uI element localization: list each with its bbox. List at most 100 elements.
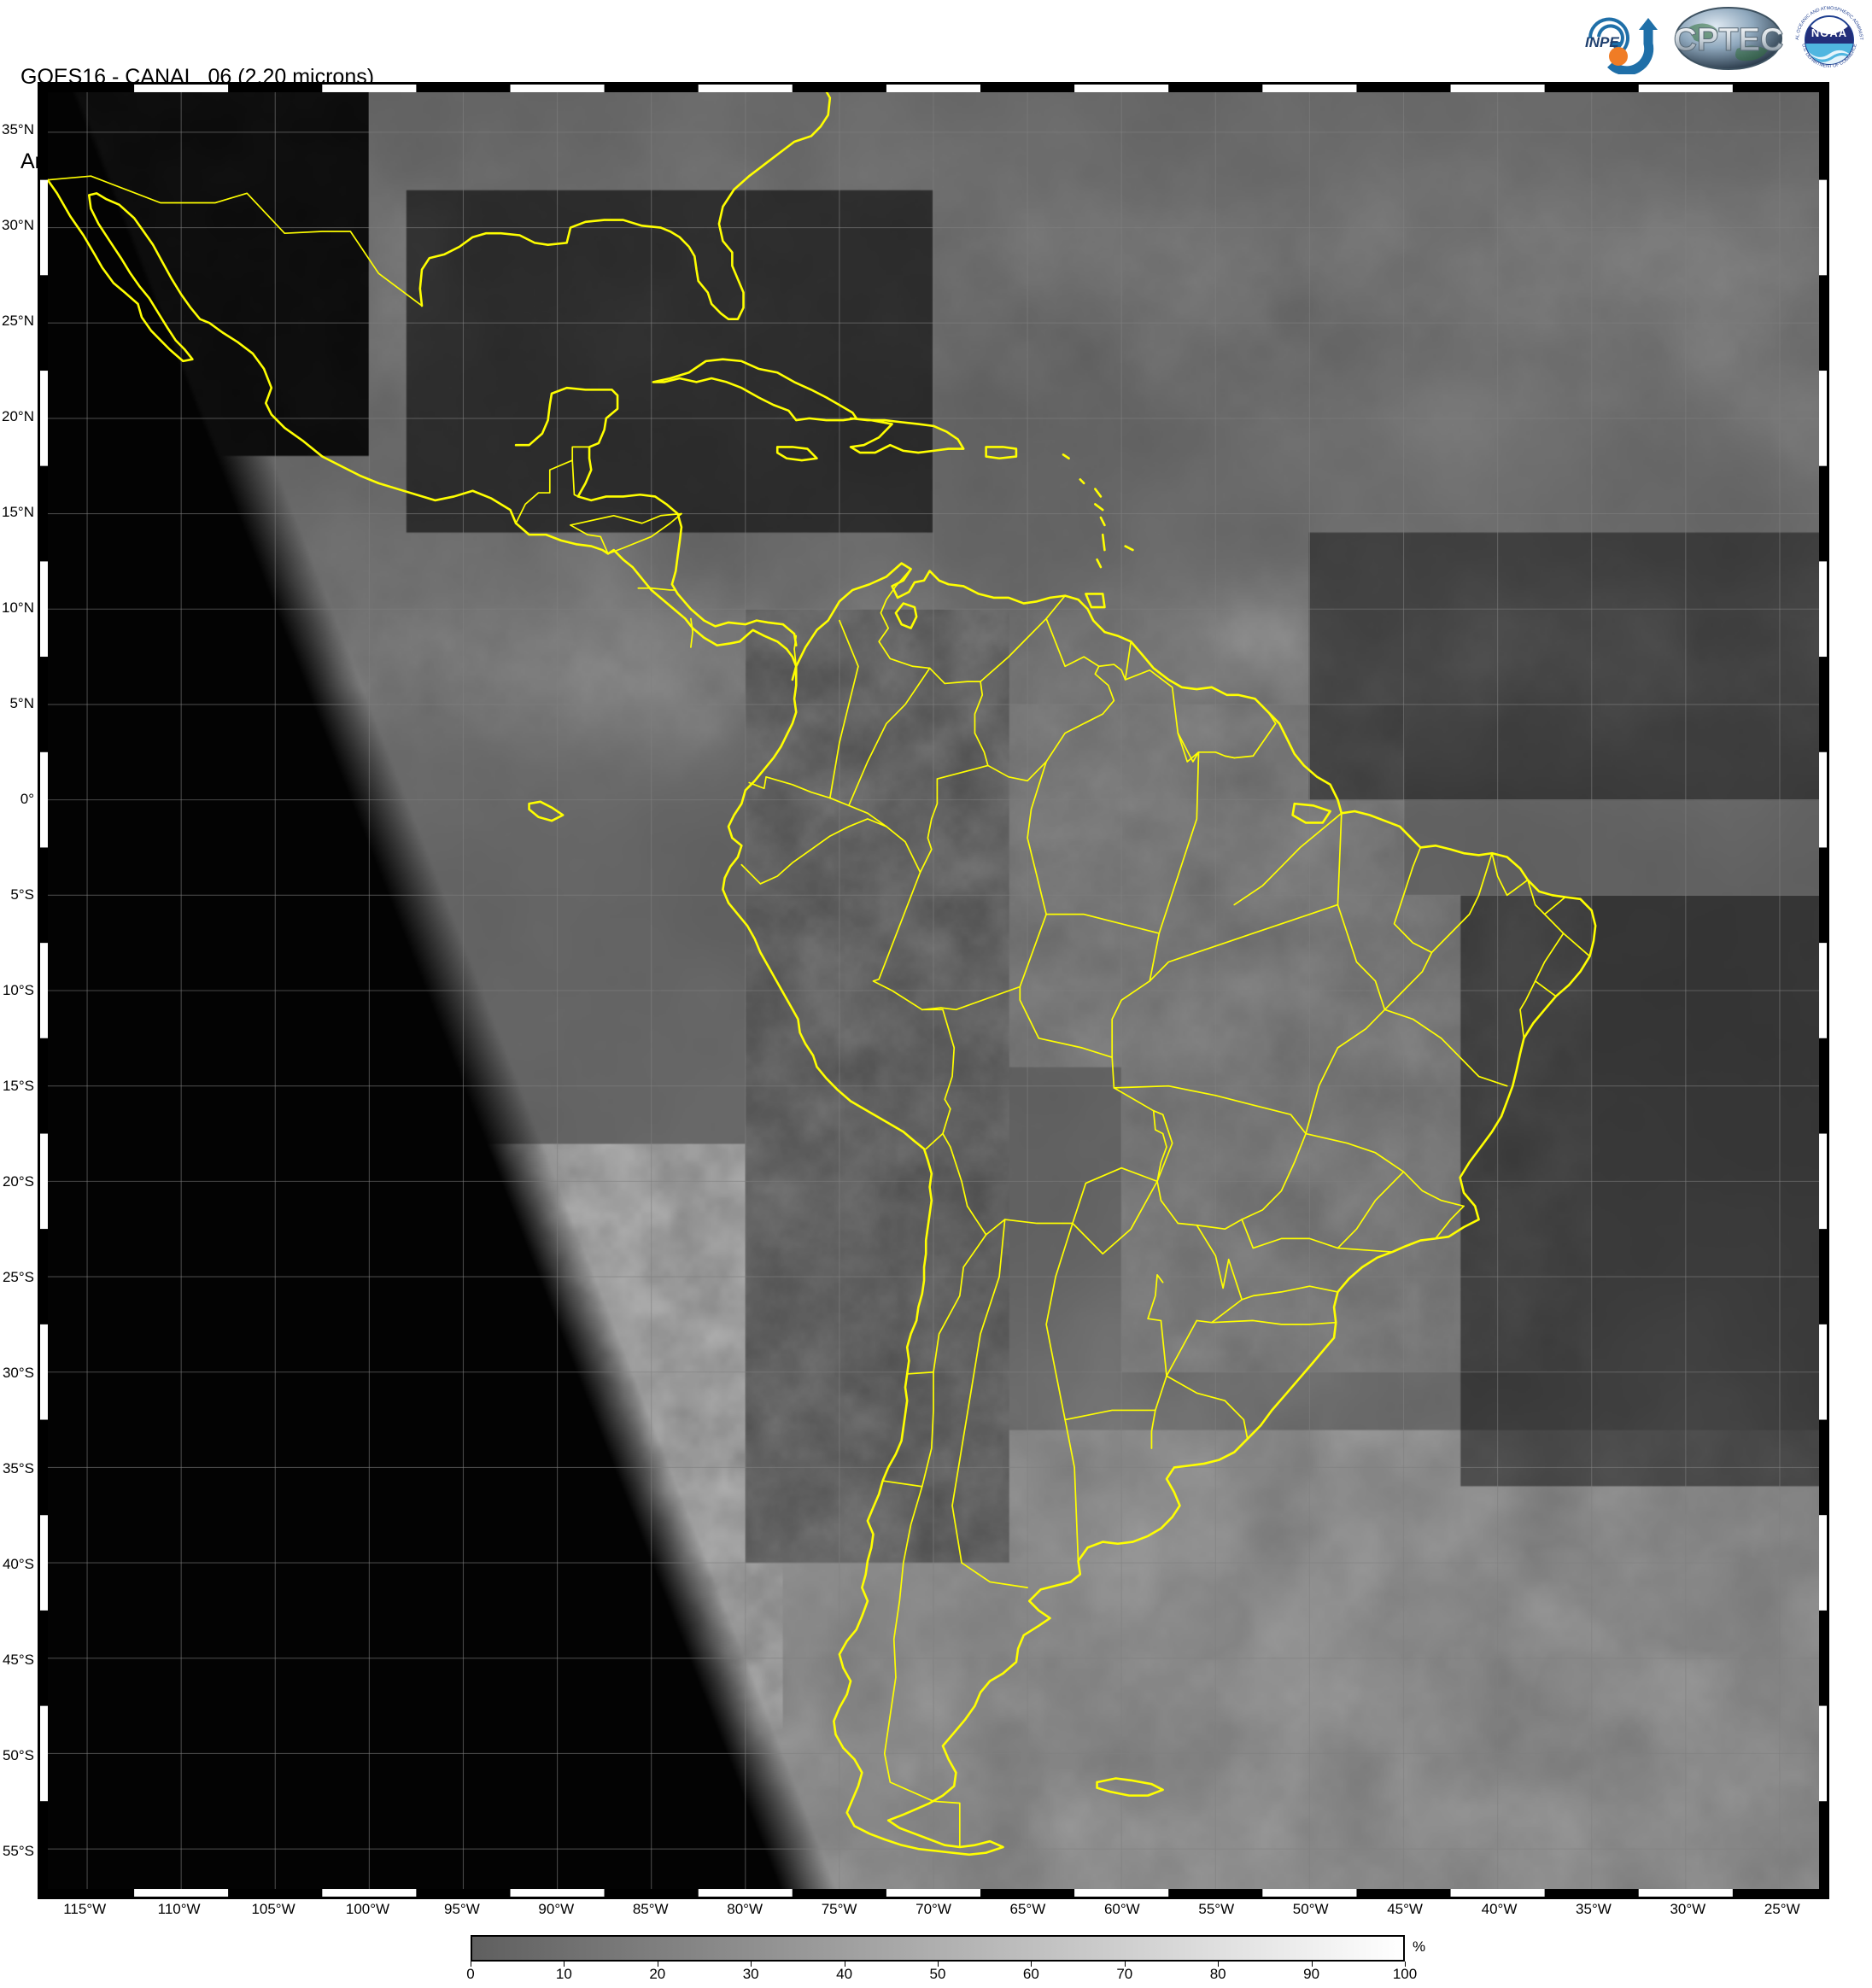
coastline-path bbox=[775, 446, 818, 462]
lon-tick-label: 55°W bbox=[1198, 1901, 1235, 1917]
border-path bbox=[1393, 846, 1433, 954]
coastline-path bbox=[1099, 516, 1106, 527]
border-path bbox=[1156, 1180, 1230, 1289]
colorbar-tick-label: 100 bbox=[1392, 1966, 1418, 1982]
colorbar-tick bbox=[564, 1962, 565, 1967]
coastline-path bbox=[894, 602, 918, 629]
colorbar-tick-labels: 0 10 20 30 40 50 60 70 80 90 100 bbox=[466, 1966, 1417, 1986]
colorbar-tick bbox=[1405, 1962, 1406, 1967]
colorbar-unit-label: % bbox=[1413, 1938, 1426, 1955]
lat-tick-label: 10°N bbox=[2, 599, 34, 616]
lon-tick-label: 95°W bbox=[444, 1901, 480, 1917]
border-path bbox=[1534, 933, 1565, 997]
lon-tick-label: 115°W bbox=[63, 1901, 107, 1917]
border-path bbox=[1224, 755, 1236, 759]
colorbar-tick bbox=[1124, 1962, 1126, 1967]
border-path bbox=[1147, 1274, 1167, 1377]
lat-tick-label: 55°S bbox=[2, 1843, 34, 1859]
noaa-logo-text: NOAA bbox=[1811, 26, 1847, 39]
border-path bbox=[1177, 732, 1200, 763]
border-path bbox=[1491, 852, 1529, 897]
lat-tick-label: 30°S bbox=[2, 1365, 34, 1381]
lat-tick-label: 5°S bbox=[10, 886, 34, 903]
map-frame bbox=[38, 82, 1829, 1899]
coastline-path bbox=[1094, 503, 1104, 512]
lon-tick-label: 25°W bbox=[1764, 1901, 1800, 1917]
graticule-grid bbox=[40, 85, 1827, 1897]
geography-overlay bbox=[40, 85, 1827, 1897]
colorbar-tick-label: 40 bbox=[836, 1966, 853, 1982]
lat-tick-label: 25°N bbox=[2, 313, 34, 329]
border-path bbox=[1384, 1009, 1508, 1087]
lat-tick-label: 35°S bbox=[2, 1460, 34, 1476]
coastline-path bbox=[652, 358, 858, 422]
border-path bbox=[1305, 812, 1386, 1135]
colorbar-tick bbox=[1031, 1962, 1033, 1967]
border-path bbox=[980, 594, 1067, 682]
border-path bbox=[793, 634, 798, 668]
border-path bbox=[986, 640, 1132, 782]
border-path bbox=[1233, 812, 1343, 906]
coastline-path bbox=[1079, 478, 1085, 485]
colorbar-tick-label: 0 bbox=[466, 1966, 475, 1982]
border-path bbox=[46, 175, 423, 307]
lat-tick-label: 35°N bbox=[2, 121, 34, 137]
border-path bbox=[828, 619, 859, 799]
coastline-path bbox=[1101, 533, 1106, 552]
coastline-path bbox=[1085, 593, 1106, 609]
lat-tick-label: 20°N bbox=[2, 408, 34, 424]
border-path bbox=[1241, 1219, 1339, 1249]
inpe-logo-text: INPE bbox=[1585, 34, 1619, 50]
header-bar: GOES16 - CANAL_06 (2.20 microns) América… bbox=[0, 0, 1872, 173]
coastline-path bbox=[849, 417, 965, 454]
border-path bbox=[570, 524, 609, 555]
coastline-path bbox=[1062, 453, 1070, 460]
border-path bbox=[1045, 617, 1100, 668]
colorbar bbox=[471, 1935, 1405, 1962]
lat-tick-label: 50°S bbox=[2, 1747, 34, 1763]
border-path bbox=[1519, 979, 1536, 1039]
border-path bbox=[1435, 1205, 1465, 1240]
lon-tick-label: 30°W bbox=[1670, 1901, 1706, 1917]
border-path bbox=[607, 512, 682, 555]
satellite-map-panel[interactable] bbox=[38, 82, 1829, 1899]
border-path bbox=[1113, 1085, 1307, 1231]
lon-tick-label: 70°W bbox=[916, 1901, 951, 1917]
coastline-path bbox=[985, 446, 1018, 460]
border-path bbox=[1072, 1180, 1158, 1255]
border-path bbox=[925, 1132, 944, 1150]
border-path bbox=[1027, 761, 1047, 915]
border-path bbox=[1149, 751, 1200, 982]
lon-tick-label: 110°W bbox=[157, 1901, 201, 1917]
lat-tick-label: 20°S bbox=[2, 1173, 34, 1190]
colorbar-tick bbox=[1218, 1962, 1220, 1967]
colorbar-tick-label: 20 bbox=[649, 1966, 666, 1982]
coastline-path bbox=[514, 522, 798, 681]
lon-tick-label: 40°W bbox=[1481, 1901, 1518, 1917]
lat-tick-label: 15°S bbox=[2, 1078, 34, 1094]
border-path bbox=[1241, 1285, 1339, 1301]
coastline-path bbox=[1096, 558, 1103, 569]
border-path bbox=[921, 985, 1167, 1183]
political-borders-overlay bbox=[46, 175, 1591, 1848]
logo-strip: INPE bbox=[1573, 0, 1867, 76]
border-path bbox=[921, 1009, 956, 1135]
lat-tick-label: 40°S bbox=[2, 1556, 34, 1572]
border-path bbox=[1211, 1319, 1337, 1325]
border-path bbox=[515, 446, 590, 524]
colorbar-tick-label: 30 bbox=[742, 1966, 759, 1982]
lon-tick-label: 45°W bbox=[1387, 1901, 1423, 1917]
colorbar-tick-label: 60 bbox=[1022, 1966, 1039, 1982]
border-path bbox=[1019, 913, 1161, 988]
border-path bbox=[690, 617, 693, 648]
border-path bbox=[748, 775, 767, 790]
latitude-axis: 35°N 30°N 25°N 20°N 15°N 10°N 5°N 0° 5°S 10°S 15°S… bbox=[0, 82, 38, 1899]
lon-tick-label: 50°W bbox=[1292, 1901, 1329, 1917]
border-path bbox=[906, 1371, 934, 1375]
colorbar-ticks bbox=[471, 1962, 1406, 1968]
border-path bbox=[919, 764, 989, 874]
border-path bbox=[1337, 1171, 1405, 1253]
lat-tick-label: 10°S bbox=[2, 982, 34, 998]
border-path bbox=[570, 512, 682, 526]
coastline-overlay bbox=[46, 85, 1597, 1856]
